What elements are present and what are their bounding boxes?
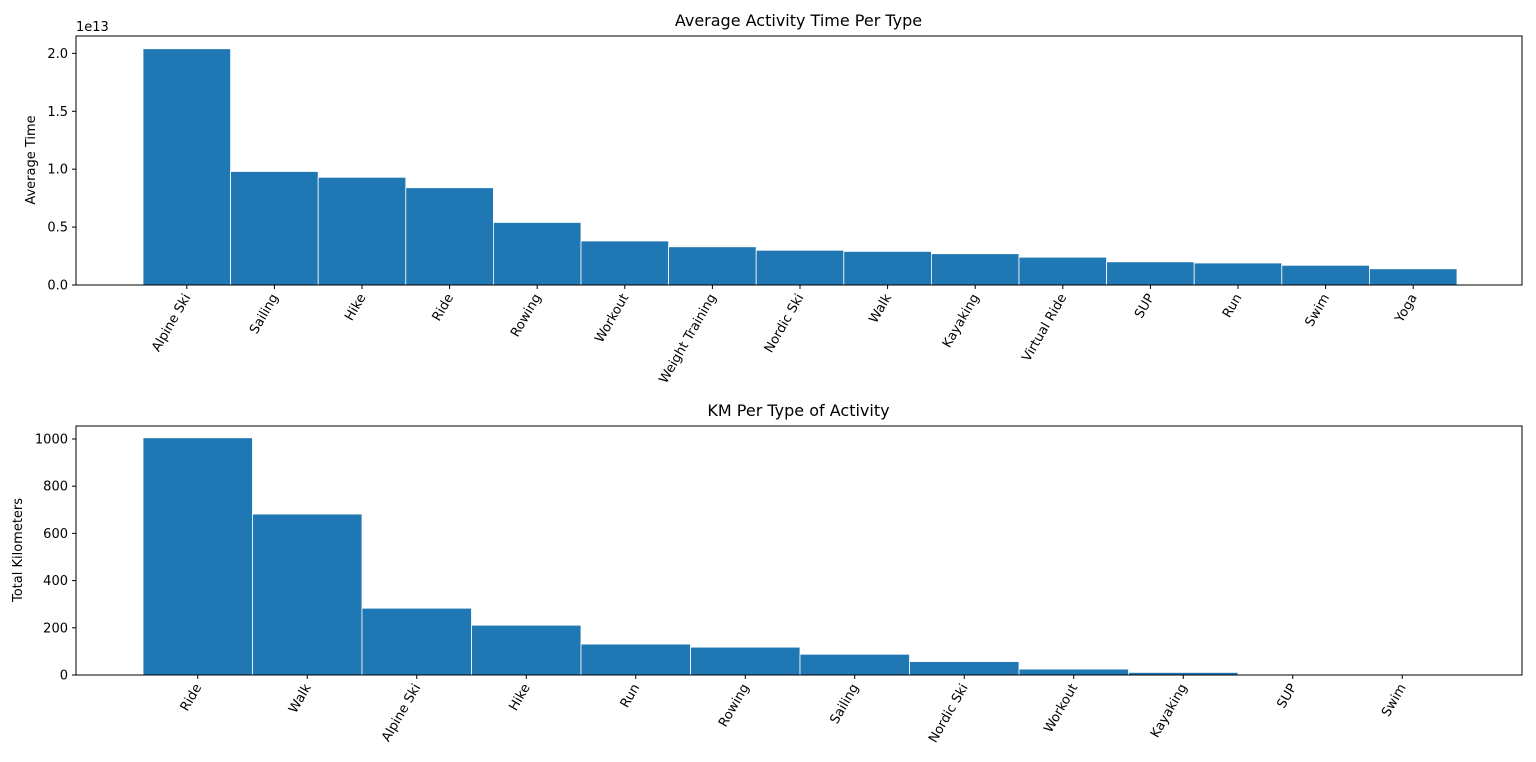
bar-hike bbox=[317, 176, 407, 286]
y-tick-label: 600 bbox=[43, 527, 68, 542]
bar-ride bbox=[142, 437, 253, 676]
bars bbox=[142, 48, 1458, 286]
bar-virtual-ride bbox=[1018, 256, 1107, 286]
bar-run bbox=[1193, 262, 1283, 286]
chart-title: Average Activity Time Per Type bbox=[675, 11, 922, 30]
y-tick-label: 0 bbox=[60, 669, 68, 684]
y-tick-label: 1.0 bbox=[47, 163, 68, 178]
bar-weight-training bbox=[668, 246, 757, 286]
bar-rowing bbox=[492, 222, 582, 286]
y-axis-ticks: 0.0 0.5 1.0 1.5 2.0 bbox=[47, 47, 76, 294]
bar-sailing bbox=[230, 171, 319, 286]
y-tick-label: 1.5 bbox=[47, 105, 68, 120]
bar-sup bbox=[1106, 261, 1195, 286]
chart-title: KM Per Type of Activity bbox=[707, 401, 889, 420]
bar-kayaking bbox=[931, 253, 1020, 286]
bar-sailing bbox=[799, 653, 910, 676]
bar-hike bbox=[471, 624, 582, 676]
bar-alpine-ski bbox=[361, 607, 472, 676]
y-tick-label: 400 bbox=[43, 574, 68, 589]
axes-frame bbox=[75, 35, 1523, 286]
axes-frame bbox=[75, 425, 1523, 676]
y-axis-label: Total Kilometers bbox=[11, 498, 26, 603]
y-axis-offset-label: 1e13 bbox=[76, 20, 109, 35]
bar-walk bbox=[252, 513, 363, 676]
y-tick-label: 1000 bbox=[35, 432, 68, 447]
y-tick-label: 200 bbox=[43, 621, 68, 636]
y-tick-label: 0.5 bbox=[47, 221, 68, 236]
bar-yoga bbox=[1369, 268, 1458, 286]
y-axis-label: Average Time bbox=[24, 115, 39, 204]
bar-nordic-ski bbox=[755, 249, 845, 286]
bar-swim bbox=[1281, 264, 1370, 286]
bar-ride bbox=[405, 187, 494, 286]
y-tick-label: 0.0 bbox=[47, 279, 68, 294]
y-axis-ticks: 0 200 400 600 800 1000 bbox=[35, 432, 76, 684]
bars bbox=[142, 437, 1458, 676]
bar-workout bbox=[580, 240, 669, 286]
bar-workout bbox=[1018, 668, 1129, 676]
y-tick-label: 800 bbox=[43, 480, 68, 495]
bar-nordic-ski bbox=[909, 661, 1020, 676]
bar-walk bbox=[843, 251, 932, 286]
bar-rowing bbox=[690, 646, 801, 676]
bar-run bbox=[580, 643, 691, 676]
y-tick-label: 2.0 bbox=[47, 47, 68, 62]
bar-alpine-ski bbox=[142, 48, 231, 286]
